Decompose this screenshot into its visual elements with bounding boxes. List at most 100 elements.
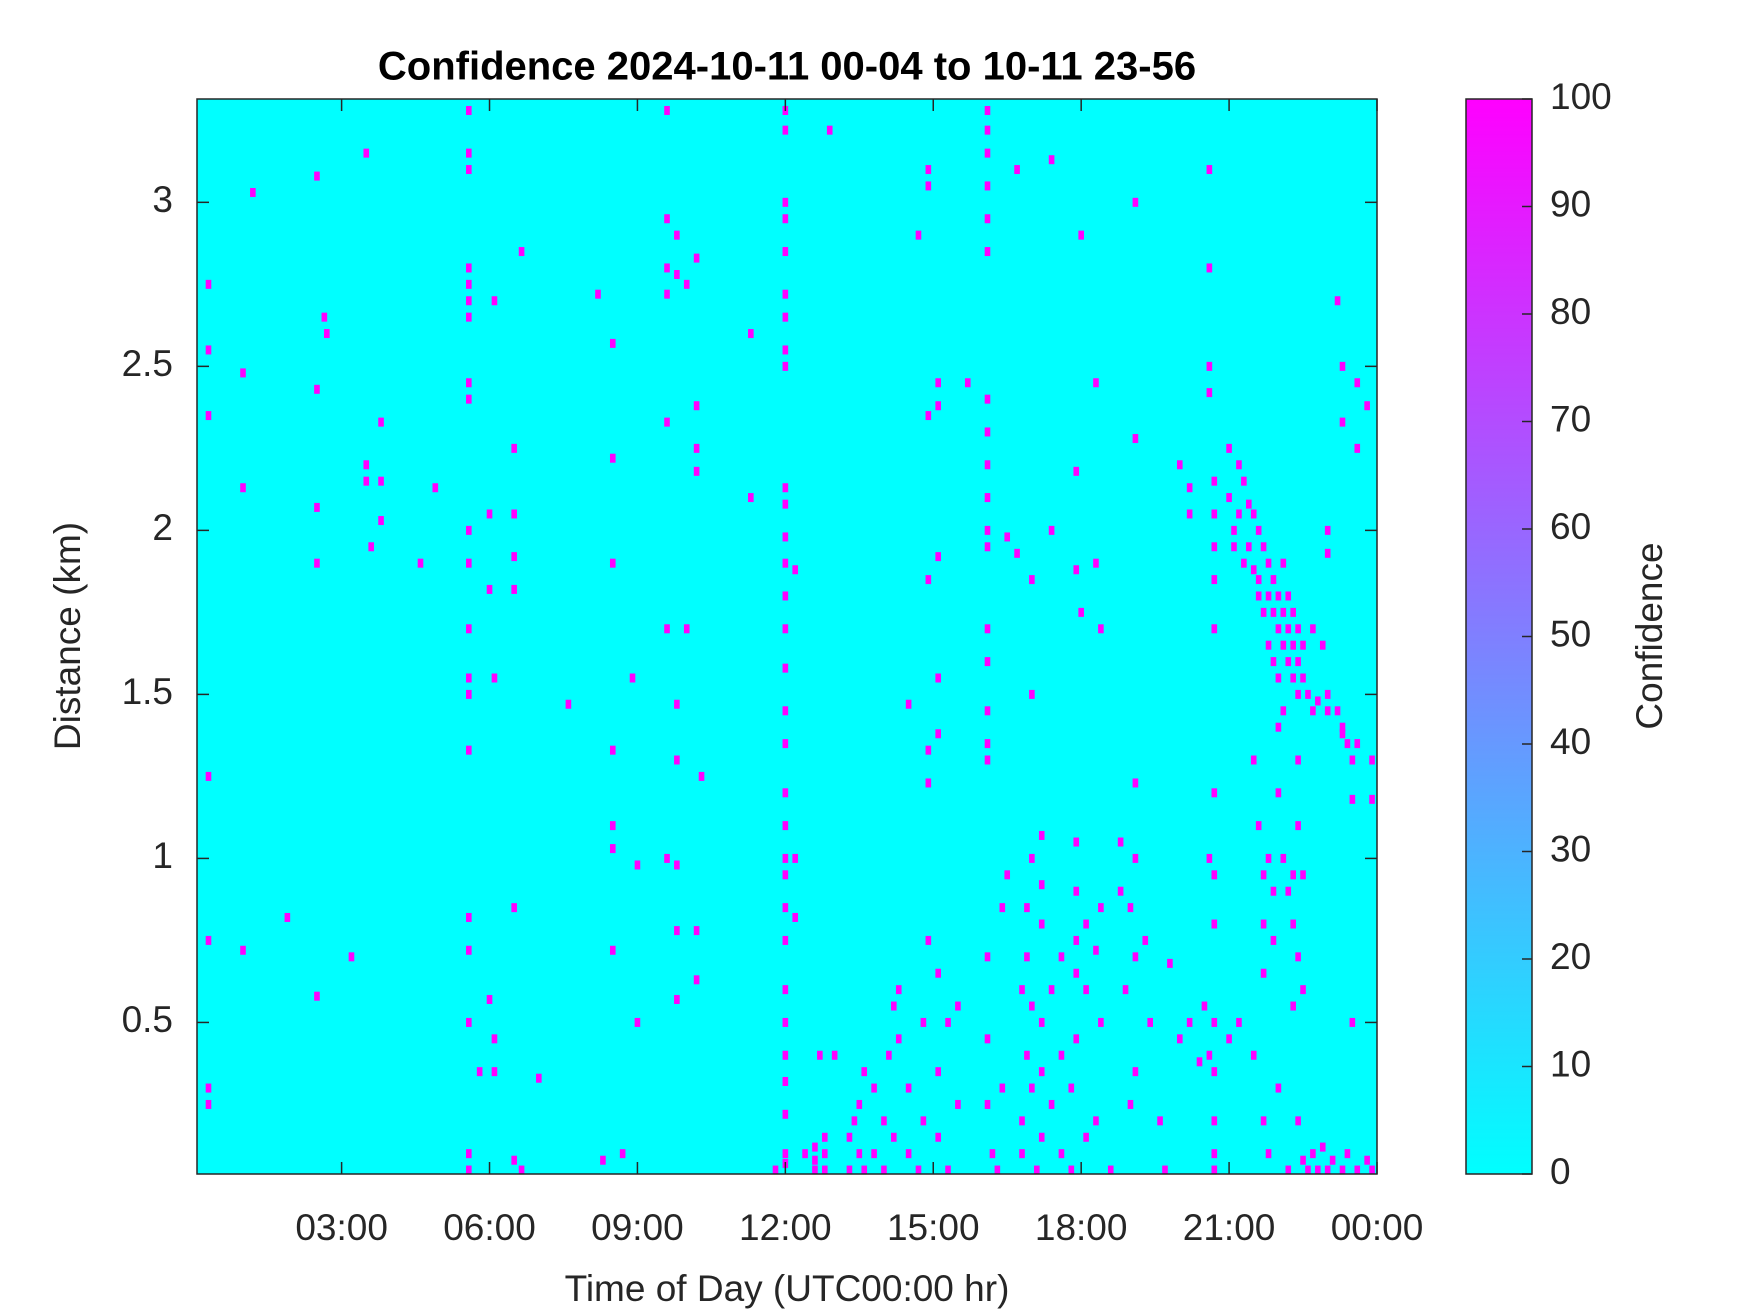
y-tick-label: 2 [152,507,173,548]
cell [1324,689,1331,699]
cell [1260,870,1267,880]
cell [782,483,789,493]
cell [1211,1165,1218,1174]
cell [782,361,789,371]
cell [1078,607,1084,617]
y-tick-label: 0.5 [122,999,173,1040]
cell [891,1001,897,1011]
cell [1211,1017,1218,1027]
cell [1038,880,1045,890]
cell [1211,575,1218,585]
cell [984,181,991,191]
cell [1029,1083,1035,1093]
cell [1285,886,1292,896]
cell [964,378,971,388]
cell [466,296,472,306]
cell [1275,722,1282,732]
cell [1364,1155,1370,1165]
cell [664,417,670,427]
cell [1211,542,1218,552]
y-tick-label: 2.5 [122,343,173,384]
cell [565,699,572,709]
cell [1186,1017,1193,1027]
cell [994,1165,1001,1174]
cell [895,985,902,995]
cell [782,985,789,995]
cell [1339,1165,1346,1174]
cell [782,870,789,880]
cell [782,499,789,509]
cell [905,1149,912,1159]
cell [984,706,991,716]
cell [782,1076,789,1086]
cell [1270,886,1277,896]
cell [314,171,320,181]
colorbar-tick-label: 70 [1550,398,1591,439]
cell [1265,1149,1272,1159]
cell [1176,1034,1183,1044]
cell [205,1099,212,1109]
cell [511,1155,517,1165]
cell [1226,493,1232,503]
colorbar [1465,98,1533,1175]
colorbar-tick-label: 20 [1550,936,1591,977]
cell [1029,689,1035,699]
cell [1196,1057,1203,1067]
cell [821,1132,828,1142]
cell [486,509,493,519]
cell [1334,296,1341,306]
cell [1250,755,1257,765]
cell [984,952,991,962]
cell [782,532,789,542]
cell [989,1149,996,1159]
cell [1310,1149,1316,1159]
cell [1285,1165,1292,1174]
cell [782,197,789,207]
cell [1369,794,1375,804]
cell [1265,640,1272,650]
cell [634,860,641,870]
cell [1305,1165,1311,1174]
cell [674,926,680,936]
cell [1236,1017,1242,1027]
cell [782,1149,789,1159]
cell [782,1017,789,1027]
colorbar-tick-label: 50 [1550,613,1591,654]
cell [1078,230,1084,240]
cell [1260,607,1267,617]
cell [1280,853,1287,863]
cell [1236,460,1242,470]
cell [1073,886,1080,896]
cell [1369,755,1375,765]
cell [925,745,932,755]
cell [1029,575,1035,585]
cell [812,1155,818,1165]
cell [821,1165,828,1174]
cell [817,1050,823,1060]
cell [1310,624,1316,634]
cell [1211,1116,1218,1126]
cell [314,991,320,1001]
colorbar-tick-label: 30 [1550,828,1591,869]
cell [856,1099,863,1109]
cell [984,247,991,257]
cell [693,926,700,936]
cell [466,394,472,404]
cell [1083,1132,1089,1142]
cell [609,558,616,568]
cell [925,411,932,421]
cell [1305,689,1311,699]
cell [984,460,991,470]
cell [1334,706,1341,716]
cell [466,689,472,699]
cell [861,1165,868,1174]
cell [1206,1050,1213,1060]
cell [1236,509,1242,519]
cell [999,1083,1006,1093]
cell [1038,830,1045,840]
cell [466,263,472,273]
cell [1024,1050,1030,1060]
cell [1246,499,1252,509]
cell [1300,870,1306,880]
cell [1093,1116,1099,1126]
